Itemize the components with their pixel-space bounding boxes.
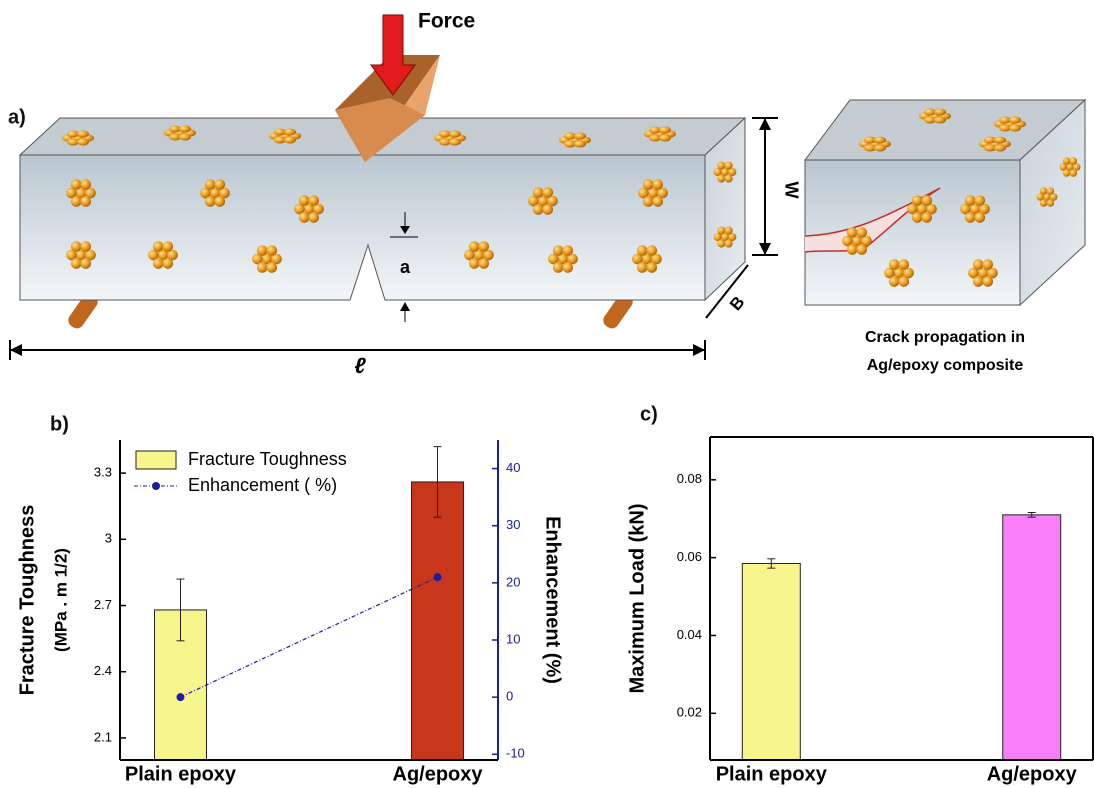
arrowhead [400, 302, 410, 311]
y-tick-label: 2.4 [94, 663, 112, 678]
y-axis-label: Maximum Load (kN) [626, 503, 648, 693]
bar [1003, 515, 1061, 760]
y2-tick-label: -10 [506, 746, 525, 761]
point [176, 693, 184, 701]
crack-diagram: Crack propagation in Ag/epoxy composite [805, 100, 1085, 374]
width-label: W [781, 182, 801, 199]
force-label: Force [418, 10, 475, 33]
beam-diagram: a) Force a W B ℓ [8, 10, 801, 378]
charts: b) 2.1 2.4 2.7 3 3.3 -10 0 10 20 30 40 Plain epoxy Ag… [16, 403, 1093, 785]
panel-label: c) [640, 403, 658, 425]
y-tick-label: 0.06 [677, 549, 702, 564]
y-tick-label: 2.1 [94, 729, 112, 744]
x-tick-label: Ag/epoxy [393, 763, 484, 785]
y-axis-label: Fracture Toughness [16, 505, 38, 696]
arrowhead [759, 243, 771, 255]
legend-label: Fracture Toughness [188, 449, 347, 469]
legend-swatch [136, 451, 176, 469]
y2-tick-label: 20 [506, 574, 520, 589]
y2-tick-label: 0 [506, 689, 513, 704]
figure: a) Force a W B ℓ Crack propagation in Ag… [0, 0, 1094, 788]
panel-label: a) [8, 106, 26, 128]
x-tick-label: Ag/epoxy [987, 763, 1078, 785]
beam-front [20, 155, 705, 300]
bar [412, 482, 464, 760]
y2-tick-label: 40 [506, 460, 520, 475]
y-tick-label: 3 [105, 531, 112, 546]
y2-axis-label: Enhancement (%) [542, 516, 564, 684]
y2-tick-label: 30 [506, 517, 520, 532]
y-tick-label: 0.04 [677, 627, 702, 642]
arrowhead [693, 344, 705, 356]
arrowhead [759, 118, 771, 130]
y2-tick-label: 10 [506, 631, 520, 646]
figure-canvas: a) Force a W B ℓ Crack propagation in Ag… [0, 0, 1094, 788]
caption: Crack propagation in [865, 329, 1025, 346]
arrowhead [10, 344, 22, 356]
y-tick-label: 0.02 [677, 705, 702, 720]
x-tick-label: Plain epoxy [125, 763, 237, 785]
thickness-label: B [726, 293, 748, 315]
y-tick-label: 2.7 [94, 597, 112, 612]
legend-swatch [152, 482, 160, 490]
legend-label: Enhancement ( %) [188, 475, 337, 495]
x-tick-label: Plain epoxy [716, 763, 828, 785]
bar [742, 563, 800, 760]
line [180, 577, 437, 697]
panel-label: b) [50, 413, 69, 435]
y-tick-label: 0.08 [677, 471, 702, 486]
length-label: ℓ [354, 353, 366, 378]
caption: Ag/epoxy composite [867, 357, 1024, 374]
y-axis-label: (MPa . m 1/2) [51, 548, 70, 652]
y-tick-label: 3.3 [94, 465, 112, 480]
notch-label: a [400, 257, 411, 277]
point [434, 573, 442, 581]
